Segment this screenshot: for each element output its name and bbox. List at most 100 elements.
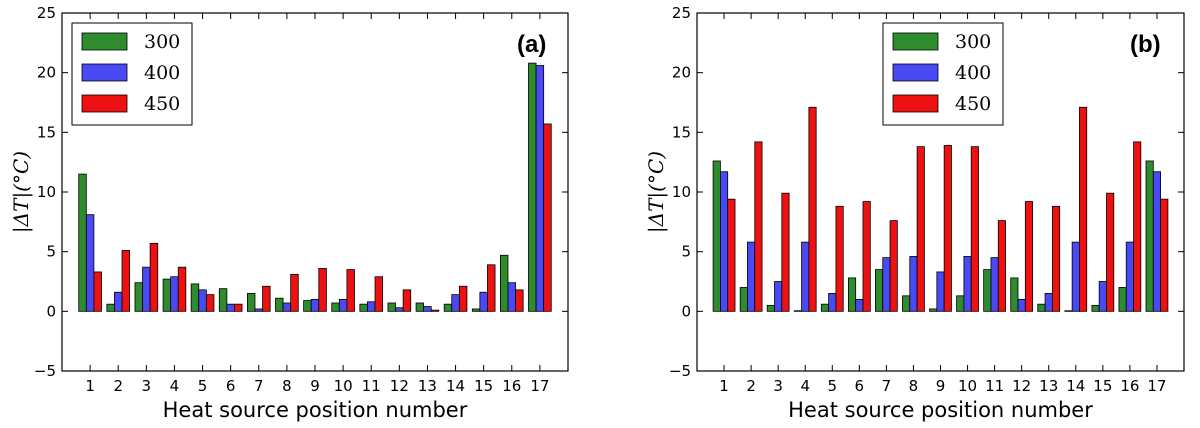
legend-label-300: 300 [144,31,180,53]
x-tick-label-10: 10 [334,377,353,395]
x-axis-label: Heat source position number [163,398,468,422]
bar-series-400-pos-12 [395,307,404,312]
bar-series-450-pos-13 [1051,205,1061,312]
bar-series-300-pos-4 [793,310,802,312]
bar-series-450-pos-5 [835,205,844,312]
x-tick-label-8: 8 [282,377,292,395]
bar-series-300-pos-13 [1037,303,1046,312]
bar-series-400-pos-3 [774,281,783,312]
x-tick-label-13: 13 [418,377,437,395]
x-axis-label: Heat source position number [788,398,1093,422]
bars [712,106,1169,312]
bar-series-400-pos-17 [535,65,545,312]
bar-series-400-pos-11 [367,301,376,312]
bar-series-450-pos-3 [781,192,790,312]
bar-series-400-pos-13 [423,306,432,312]
x-tick-label-16: 16 [1120,377,1139,395]
y-axis-label: |ΔT|(°C) [9,151,34,233]
bar-series-400-pos-17 [1152,171,1162,312]
bar-series-450-pos-14 [458,285,468,312]
y-tick-label: −5 [669,362,691,380]
bar-series-300-pos-5 [190,283,200,312]
x-tick-label-17: 17 [530,377,549,395]
bar-series-450-pos-17 [543,123,552,312]
bar-series-300-pos-10 [956,295,965,312]
x-tick-label-9: 9 [310,377,320,395]
y-tick-label: 0 [46,302,56,320]
bar-series-300-pos-5 [820,303,830,312]
bar-series-300-pos-15 [1091,304,1100,312]
legend-label-400: 400 [955,62,991,84]
x-tick-label-10: 10 [958,377,977,395]
bar-series-400-pos-15 [1098,281,1107,312]
y-tick-label: −5 [34,362,56,380]
panel-tag: (a) [517,31,546,58]
legend-swatch-450 [892,94,939,113]
bar-series-450-pos-15 [1106,192,1115,312]
bar-series-300-pos-3 [766,304,775,312]
legend-swatch-400 [892,63,939,82]
legend-swatch-300 [81,32,128,51]
bar-series-300-pos-9 [929,308,938,312]
x-tick-label-12: 12 [1012,377,1031,395]
bar-series-300-pos-11 [983,269,992,312]
bar-series-450-pos-12 [1024,201,1034,312]
bar-series-400-pos-5 [198,289,207,312]
bar-series-400-pos-14 [1071,241,1080,312]
bar-series-450-pos-8 [290,273,299,312]
y-tick-label: 5 [681,243,691,261]
x-tick-label-12: 12 [390,377,409,395]
x-tick-label-13: 13 [1039,377,1058,395]
bar-series-300-pos-7 [875,269,884,312]
bar-series-400-pos-4 [801,241,810,312]
y-tick-label: 0 [681,302,691,320]
x-tick-label-3: 3 [142,377,152,395]
x-tick-label-2: 2 [746,377,756,395]
y-tick-label: 5 [46,243,56,261]
bar-series-300-pos-17 [1145,160,1154,312]
bar-series-400-pos-7 [254,308,263,312]
y-tick-label: 25 [672,4,691,22]
bar-series-300-pos-17 [528,62,537,312]
x-tick-label-4: 4 [800,377,810,395]
x-tick-label-2: 2 [113,377,123,395]
x-tick-label-16: 16 [502,377,521,395]
bar-series-400-pos-16 [507,282,516,312]
x-tick-label-1: 1 [719,377,729,395]
legend-swatch-400 [81,63,128,82]
bar-series-400-pos-2 [114,291,123,312]
y-axis-label: |ΔT|(°C) [644,151,669,233]
bar-series-300-pos-15 [471,308,481,312]
bar-series-400-pos-16 [1125,241,1134,312]
bar-series-450-pos-4 [808,106,817,312]
x-tick-label-15: 15 [1093,377,1112,395]
bar-series-300-pos-3 [134,282,143,312]
bar-series-300-pos-8 [902,295,911,312]
bar-series-450-pos-9 [318,267,327,312]
y-tick-label: 15 [672,123,691,141]
panel-tag: (b) [1130,31,1161,58]
bar-series-450-pos-10 [346,269,355,312]
bar-series-400-pos-1 [85,214,95,312]
bar-series-450-pos-12 [402,289,412,312]
x-tick-label-17: 17 [1147,377,1166,395]
y-tick-label: 15 [37,123,56,141]
y-tick-label: 20 [672,64,691,82]
bar-series-450-pos-6 [234,303,243,312]
bar-series-400-pos-9 [310,298,320,312]
bar-series-450-pos-15 [487,264,496,312]
bar-series-300-pos-1 [78,173,87,312]
x-tick-label-5: 5 [828,377,838,395]
bar-series-300-pos-6 [847,277,857,312]
x-tick-label-14: 14 [1066,377,1085,395]
legend: 300 400 450 [882,22,1004,126]
bar-series-400-pos-2 [747,241,756,312]
bar-series-300-pos-9 [303,300,312,312]
x-tick-label-11: 11 [985,377,1004,395]
bar-series-300-pos-14 [443,303,453,312]
bar-series-300-pos-10 [331,302,340,312]
bar-series-450-pos-1 [727,198,736,312]
y-tick-label: 20 [37,64,56,82]
legend-label-450: 450 [955,93,991,115]
